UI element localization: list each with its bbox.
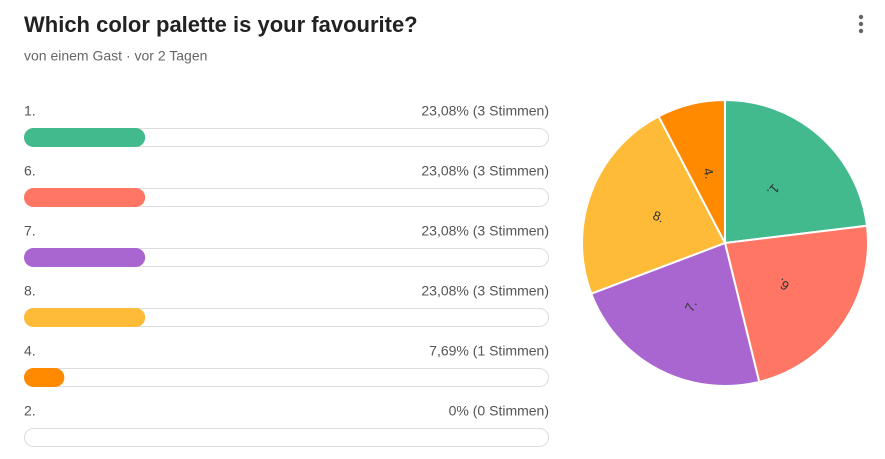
option-label: 6.	[24, 163, 36, 179]
pie-label: 8.	[651, 208, 666, 226]
progress-bar	[24, 308, 146, 327]
menu-dot	[858, 21, 864, 27]
result-label: 23,08% (3 Stimmen)	[421, 163, 549, 179]
pie-slice	[581, 115, 727, 295]
progress-bar	[24, 248, 146, 267]
result-label: 23,08% (3 Stimmen)	[421, 283, 549, 299]
option-label: 1.	[24, 103, 36, 119]
result-label: 7,69% (1 Stimmen)	[429, 343, 549, 359]
menu-dot	[858, 28, 864, 34]
option-label: 7.	[24, 223, 36, 239]
option-label: 8.	[24, 283, 36, 299]
result-label: 0% (0 Stimmen)	[449, 403, 549, 419]
progress-track	[24, 368, 549, 387]
progress-track	[24, 428, 549, 447]
pie-slice	[657, 98, 726, 244]
menu-button[interactable]	[858, 14, 864, 34]
result-label: 23,08% (3 Stimmen)	[421, 103, 549, 119]
pie-slice	[724, 98, 869, 245]
progress-bar	[24, 188, 146, 207]
progress-bar	[24, 128, 146, 147]
poll-title: Which color palette is your favourite?	[24, 12, 418, 37]
result-label: 23,08% (3 Stimmen)	[421, 223, 549, 239]
pie-slice	[723, 224, 869, 384]
poll-subtitle: von einem Gast · vor 2 Tagen	[24, 48, 207, 64]
pie-label: 4.	[700, 166, 717, 180]
menu-dot	[858, 14, 864, 20]
progress-bar	[24, 368, 65, 387]
option-label: 4.	[24, 343, 36, 359]
option-label: 2.	[24, 403, 36, 419]
